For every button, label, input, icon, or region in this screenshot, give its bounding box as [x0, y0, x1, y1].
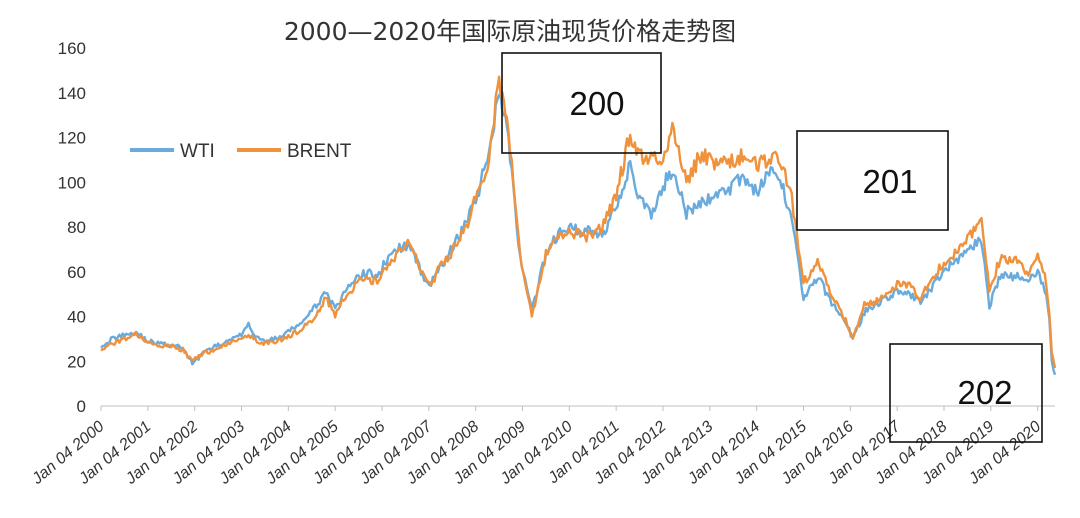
y-tick-label: 100 [58, 173, 86, 192]
annotation-label: 200 [569, 85, 624, 122]
annotation-label: 202 [957, 374, 1012, 411]
y-tick-label: 80 [67, 218, 86, 237]
y-tick-label: 120 [58, 129, 86, 148]
chart-series [100, 75, 1057, 376]
y-tick-label: 60 [67, 263, 86, 282]
y-tick-label: 140 [58, 84, 86, 103]
chart-annotations: 200 201 202 [501, 52, 1043, 443]
annotation-label: 201 [862, 163, 917, 200]
y-tick-label: 160 [58, 39, 86, 58]
annotation-box [501, 52, 662, 154]
series-line-brent [100, 75, 1057, 369]
chart-title: 2000—2020年国际原油现货价格走势图 [284, 17, 736, 46]
chart-legend: WTI BRENT [130, 141, 352, 162]
series-line-wti [100, 93, 1057, 376]
legend-label-brent: BRENT [287, 141, 352, 162]
y-tick-label: 40 [67, 308, 86, 327]
legend-label-wti: WTI [180, 141, 215, 162]
annotation-box [889, 343, 1043, 443]
y-tick-label: 20 [67, 352, 86, 371]
y-tick-label: 0 [77, 397, 86, 416]
annotation-box [796, 130, 949, 231]
